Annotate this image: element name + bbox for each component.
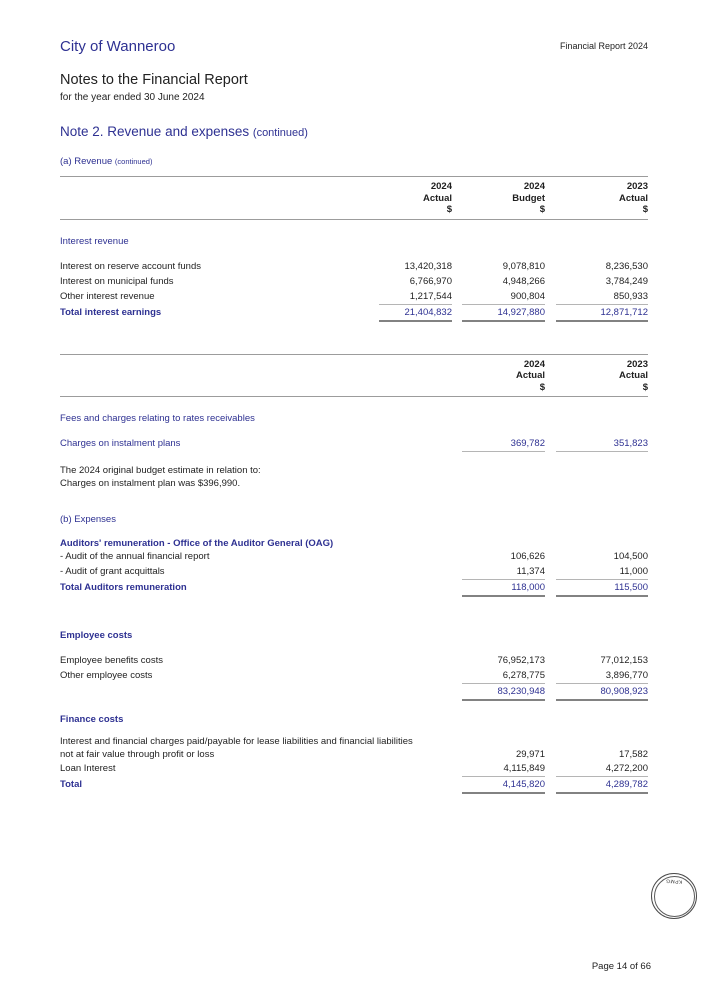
table-row: Other interest revenue 1,217,544 900,804…: [60, 289, 648, 305]
total-value: 115,500: [556, 580, 648, 597]
row-label: Charges on instalment plans: [60, 438, 181, 449]
row-value: 6,278,775: [462, 668, 545, 684]
row-label: Interest on reserve account funds: [60, 260, 201, 272]
row-label: Employee benefits costs: [60, 655, 163, 666]
total-value: 80,908,923: [556, 684, 648, 701]
note-line: Charges on instalment plan was $396,990.: [60, 478, 241, 489]
finance-para-row: Interest and financial charges paid/paya…: [60, 736, 648, 761]
total-row: Total interest earnings 21,404,832 14,92…: [60, 305, 648, 322]
finance-rows: Loan Interest 4,115,849 4,272,200 Total …: [60, 761, 648, 794]
note-heading-text: Note 2. Revenue and expenses: [60, 124, 250, 139]
row-label: - Audit of grant acquittals: [60, 566, 165, 577]
row-value: 29,971: [515, 749, 545, 760]
row-value: 13,420,318: [404, 260, 452, 272]
finance-para-values: 29,971 17,582: [452, 748, 648, 761]
row-value: 4,115,849: [462, 761, 545, 777]
table-row: Employee benefits costs 76,952,173 77,01…: [60, 653, 648, 668]
row-value: 351,823: [556, 436, 648, 452]
row-label: Interest on municipal funds: [60, 275, 174, 287]
total-label: Total interest earnings: [60, 306, 162, 318]
row-value: 77,012,153: [600, 655, 648, 666]
table1-header: 2024 Actual $ 2024 Budget $ 2023 Actual …: [60, 176, 648, 220]
employee-costs-heading: Employee costs: [60, 630, 133, 641]
row-value: 76,952,173: [497, 655, 545, 666]
page-subtitle: for the year ended 30 June 2024: [60, 92, 205, 103]
table-row: Loan Interest 4,115,849 4,272,200: [60, 761, 648, 777]
section-a-label: (a) Revenue: [60, 156, 113, 167]
total-label: [60, 684, 452, 701]
note-line: The 2024 original budget estimate in rel…: [60, 465, 261, 476]
table-row: Other employee costs 6,278,775 3,896,770: [60, 668, 648, 684]
total-row: Total Auditors remuneration 118,000 115,…: [60, 580, 648, 597]
row-value: 11,000: [556, 564, 648, 580]
page-title: Notes to the Financial Report: [60, 72, 248, 88]
row-label: Loan Interest: [60, 763, 116, 774]
total-value: 118,000: [462, 580, 545, 597]
total-row: 83,230,948 80,908,923: [60, 684, 648, 701]
section-a-continued: (continued): [114, 157, 153, 166]
total-value: 21,404,832: [379, 305, 452, 322]
table2-header: 2024 Actual $ 2023 Actual $: [60, 353, 648, 397]
row-value: 8,236,530: [605, 260, 648, 272]
total-label: Total: [60, 779, 82, 790]
total-row: Total 4,145,820 4,289,782: [60, 777, 648, 794]
auditor-stamp-seal: KPMG: [651, 873, 697, 919]
row-value: 104,500: [613, 551, 648, 562]
budget-estimate-note: The 2024 original budget estimate in rel…: [60, 464, 648, 490]
fees-charges-heading: Fees and charges relating to rates recei…: [60, 413, 255, 424]
row-value: 3,784,249: [605, 275, 648, 287]
finance-costs-heading: Finance costs: [60, 714, 124, 725]
page-header: City of Wanneroo Financial Report 2024: [60, 38, 648, 55]
stamp-inner-ring: [653, 875, 695, 917]
table-row: - Audit of grant acquittals 11,374 11,00…: [60, 564, 648, 580]
page-number: Page 14 of 66: [591, 961, 651, 972]
row-value: 369,782: [462, 436, 545, 452]
total-value: 4,145,820: [462, 777, 545, 794]
table-row: Charges on instalment plans 369,782 351,…: [60, 436, 648, 452]
table2-col-2023-actual: 2023 Actual $: [618, 358, 648, 393]
total-value: 12,871,712: [556, 305, 648, 322]
total-value: 83,230,948: [462, 684, 545, 701]
note-heading-continued: (continued): [252, 127, 308, 139]
brand-title: City of Wanneroo: [60, 38, 176, 55]
table-row: - Audit of the annual financial report 1…: [60, 549, 648, 564]
table1-col-2024-actual: 2024 Actual $: [422, 181, 452, 215]
row-value: 3,896,770: [556, 668, 648, 684]
table1-col-2024-budget: 2024 Budget $: [512, 181, 545, 215]
table2-rows: Charges on instalment plans 369,782 351,…: [60, 436, 648, 452]
table2-header-spacer: [60, 359, 452, 394]
report-tag: Financial Report 2024: [559, 41, 648, 51]
row-value: 9,078,810: [502, 260, 545, 272]
table1-rows: Interest on reserve account funds 13,420…: [60, 259, 648, 322]
table1-header-spacer: [60, 181, 369, 216]
row-value: 106,626: [510, 551, 545, 562]
total-value: 4,289,782: [556, 777, 648, 794]
row-value: 900,804: [462, 289, 545, 305]
row-value: 4,272,200: [556, 761, 648, 777]
row-label: - Audit of the annual financial report: [60, 551, 210, 562]
section-b-heading: (b) Expenses: [60, 514, 116, 525]
row-value: 4,948,266: [502, 275, 545, 287]
row-value: 850,933: [556, 289, 648, 305]
row-label: Other interest revenue: [60, 290, 155, 302]
row-value: 17,582: [618, 749, 648, 760]
auditors-rows: - Audit of the annual financial report 1…: [60, 549, 648, 597]
employee-rows: Employee benefits costs 76,952,173 77,01…: [60, 653, 648, 701]
row-label: Interest and financial charges paid/paya…: [60, 736, 413, 760]
section-a-heading: (a) Revenue (continued): [60, 156, 648, 167]
total-value: 14,927,880: [462, 305, 545, 322]
note-heading: Note 2. Revenue and expenses (continued): [60, 124, 648, 139]
total-label: Total Auditors remuneration: [60, 582, 187, 593]
table-row: Interest on municipal funds 6,766,970 4,…: [60, 274, 648, 289]
row-label: Other employee costs: [60, 670, 153, 681]
interest-revenue-heading: Interest revenue: [60, 235, 129, 247]
table1-col-2023-actual: 2023 Actual $: [618, 181, 648, 215]
table-row: Interest on reserve account funds 13,420…: [60, 259, 648, 274]
auditors-heading: Auditors' remuneration - Office of the A…: [60, 538, 334, 549]
row-value: 11,374: [462, 564, 545, 580]
row-value: 6,766,970: [409, 275, 452, 287]
table2-col-2024-actual: 2024 Actual $: [515, 358, 545, 393]
row-value: 1,217,544: [379, 289, 452, 305]
